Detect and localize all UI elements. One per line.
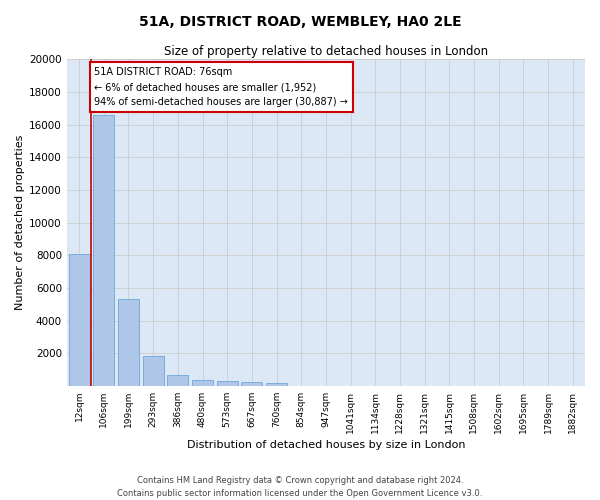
Bar bbox=[118, 300, 139, 386]
Y-axis label: Number of detached properties: Number of detached properties bbox=[15, 135, 25, 310]
Bar bbox=[167, 374, 188, 386]
Bar bbox=[192, 380, 213, 386]
Title: Size of property relative to detached houses in London: Size of property relative to detached ho… bbox=[164, 45, 488, 58]
Bar bbox=[68, 254, 89, 386]
Bar bbox=[217, 382, 238, 386]
Bar bbox=[143, 356, 164, 386]
Text: 51A, DISTRICT ROAD, WEMBLEY, HA0 2LE: 51A, DISTRICT ROAD, WEMBLEY, HA0 2LE bbox=[139, 15, 461, 29]
Bar bbox=[241, 382, 262, 386]
Text: 51A DISTRICT ROAD: 76sqm
← 6% of detached houses are smaller (1,952)
94% of semi: 51A DISTRICT ROAD: 76sqm ← 6% of detache… bbox=[94, 68, 348, 107]
Bar bbox=[266, 383, 287, 386]
X-axis label: Distribution of detached houses by size in London: Distribution of detached houses by size … bbox=[187, 440, 465, 450]
Bar bbox=[94, 114, 114, 386]
Text: Contains HM Land Registry data © Crown copyright and database right 2024.
Contai: Contains HM Land Registry data © Crown c… bbox=[118, 476, 482, 498]
